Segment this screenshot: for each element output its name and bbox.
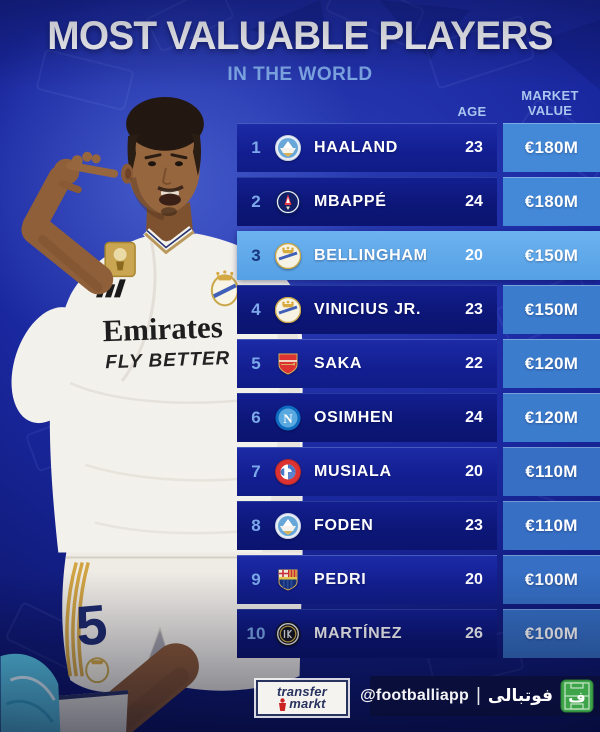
market-value: €150M (503, 285, 600, 334)
market-value: €110M (503, 501, 600, 550)
table-row: 10 MARTÍNEZ 26 €100M (237, 609, 600, 658)
player-head (121, 96, 204, 221)
player-age: 23 (465, 139, 483, 156)
player-name: BELLINGHAM (314, 246, 428, 264)
svg-text:ف: ف (568, 688, 585, 706)
player-age: 20 (465, 246, 483, 264)
table-row: 2 MBAPPÉ 24 €180M (237, 177, 600, 226)
svg-text:N: N (283, 411, 293, 426)
table-row: 7 MUSIALA 20 €110M (237, 447, 600, 496)
man-city-badge-icon (275, 135, 301, 161)
market-value: €180M (503, 123, 600, 172)
rank-number: 9 (251, 570, 261, 589)
player-name: PEDRI (314, 571, 367, 588)
market-value: €180M (503, 177, 600, 226)
man-city-badge-icon (275, 513, 301, 539)
page-title: MOST VALUABLE PLAYERS (47, 14, 553, 58)
column-header-age: AGE (457, 104, 487, 119)
footballi-app-icon[interactable]: ف (560, 679, 594, 713)
player-name: VINICIUS JR. (314, 301, 422, 318)
rank-number: 10 (246, 624, 266, 643)
rank-number: 4 (251, 300, 261, 319)
rank-number: 6 (251, 408, 261, 427)
player-age: 20 (465, 571, 483, 588)
shorts-number: 5 (73, 592, 109, 657)
player-age: 24 (465, 409, 483, 426)
player-name: OSIMHEN (314, 409, 394, 426)
players-table: 1 HAALAND 23 €180M 2 MBAPPÉ 24 €180M 3 B… (237, 123, 600, 658)
player-name: MARTÍNEZ (314, 625, 403, 642)
rank-number: 8 (251, 516, 261, 535)
player-age: 24 (465, 193, 483, 210)
inter-badge-icon (275, 621, 301, 647)
table-row: 4 VINICIUS JR. 23 €150M (237, 285, 600, 334)
real-madrid-badge-icon (275, 297, 301, 323)
rank-number: 3 (251, 245, 261, 265)
table-row: 3 BELLINGHAM 20 €150M (237, 231, 600, 280)
player-name: SAKA (314, 355, 363, 372)
header: MOST VALUABLE PLAYERS IN THE WORLD (0, 14, 600, 86)
rank-number: 1 (251, 138, 261, 157)
rank-number: 2 (251, 192, 261, 211)
bayern-badge-icon (275, 459, 301, 485)
credit-brand-farsi: فوتبالی (487, 686, 553, 706)
credit-separator: | (475, 685, 481, 706)
table-row: 5 SAKA 22 €120M (237, 339, 600, 388)
market-value: €120M (503, 339, 600, 388)
player-age: 23 (465, 301, 483, 318)
player-name: MUSIALA (314, 463, 392, 480)
column-header-market-value: MARKET VALUE (521, 88, 579, 118)
player-age: 26 (465, 625, 483, 642)
player-name: MBAPPÉ (314, 193, 387, 210)
table-row: 8 FODEN 23 €110M (237, 501, 600, 550)
jersey-sponsor-text: Emirates (102, 309, 223, 348)
player-name: HAALAND (314, 139, 399, 156)
rank-number: 5 (251, 354, 261, 373)
table-row: 6 N OSIMHEN 24 €120M (237, 393, 600, 442)
transfermarkt-figure-icon (279, 697, 287, 711)
player-name: FODEN (314, 517, 374, 534)
market-value: €150M (524, 245, 579, 265)
jersey-tagline-text: FLY BETTER (105, 348, 231, 373)
table-row: 9 PEDRI 20 €100M (237, 555, 600, 604)
market-value: €110M (503, 447, 600, 496)
credit-bar: @footballiapp | فوتبالی ف (360, 676, 600, 716)
market-value: €120M (503, 393, 600, 442)
player-age: 20 (465, 463, 483, 480)
market-value: €100M (503, 609, 600, 658)
page-subtitle: IN THE WORLD (227, 64, 373, 85)
arsenal-badge-icon (275, 351, 301, 377)
psg-badge-icon (275, 189, 301, 215)
napoli-badge-icon: N (275, 405, 301, 431)
real-madrid-badge-icon (275, 242, 301, 269)
transfermarkt-logo[interactable]: transfer markt (256, 680, 348, 716)
market-value: €100M (503, 555, 600, 604)
table-row: 1 HAALAND 23 €180M (237, 123, 600, 172)
credit-handle[interactable]: @footballiapp (360, 687, 469, 704)
barcelona-badge-icon (275, 567, 301, 593)
rank-number: 7 (251, 462, 261, 481)
player-age: 23 (465, 517, 483, 534)
player-age: 22 (465, 355, 483, 372)
